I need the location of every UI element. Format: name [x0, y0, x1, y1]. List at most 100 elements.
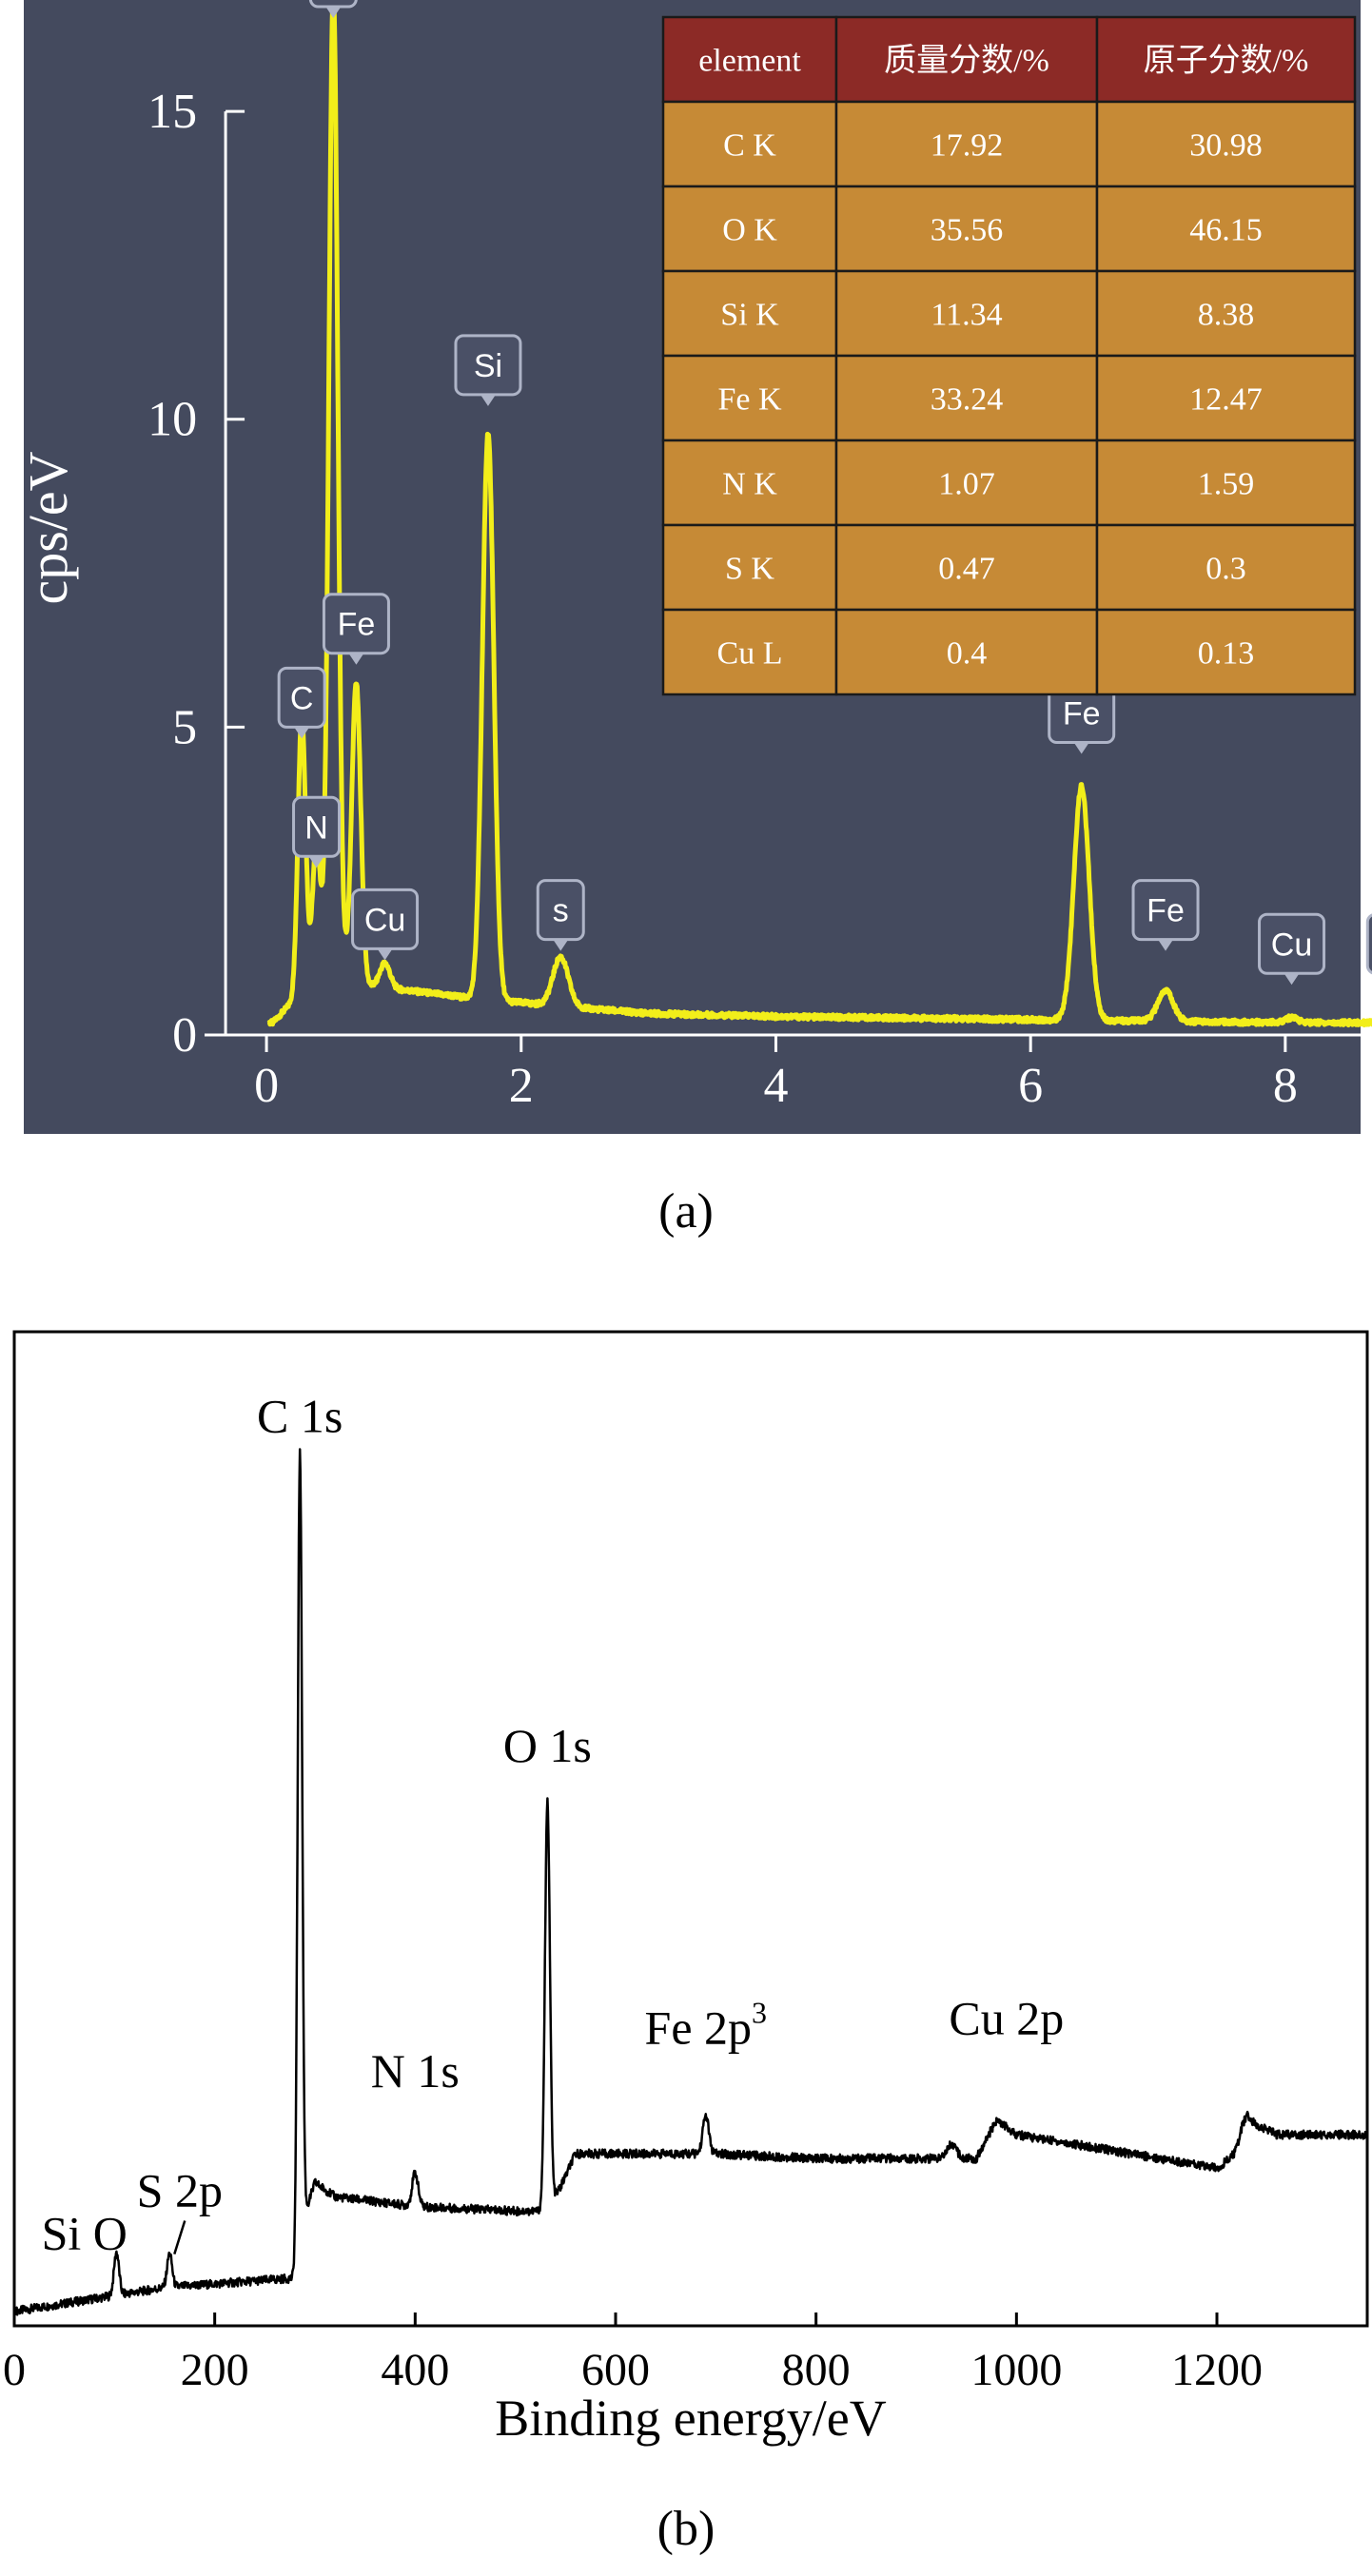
xps-peak-label: Si O	[42, 2207, 127, 2260]
table-cell	[834, 185, 1099, 273]
table-header-text: element	[698, 44, 801, 79]
eds-x-tick-label: 0	[254, 1059, 279, 1113]
eds-peak-pointer	[553, 939, 569, 951]
xps-x-tick-label: 800	[782, 2345, 851, 2395]
xps-plot-frame	[12, 1330, 1369, 2328]
table-cell	[834, 608, 1099, 696]
xps-x-axis-label: Binding energy/eV	[495, 2390, 886, 2447]
xps-x-tick-label: 1200	[1171, 2345, 1263, 2395]
xps-s2p-leader-line	[173, 2220, 186, 2254]
eds-peak-label-box	[308, 0, 358, 9]
xps-peak-label: S 2p	[137, 2163, 223, 2216]
table-cell-text: Cu L	[717, 636, 783, 672]
table-cell	[1095, 608, 1357, 696]
eds-peak-label-text: N	[304, 810, 328, 846]
eds-y-tick-label: 15	[147, 85, 197, 139]
eds-peak-label: Si	[454, 334, 522, 406]
eds-x-tick-label: 6	[1018, 1059, 1043, 1113]
eds-peak-pointer	[1284, 973, 1300, 986]
eds-peak-label: Fe	[1048, 682, 1116, 754]
eds-x-tick-label: 2	[509, 1059, 534, 1113]
table-cell	[661, 354, 838, 442]
table-header-text: 原子分数/%	[1144, 43, 1309, 79]
xps-x-tick-label: 1000	[970, 2345, 1062, 2395]
eds-peak-pointer	[480, 394, 496, 406]
table-cell-text: S K	[725, 552, 774, 587]
xps-peak-label: Cu 2p	[949, 1991, 1064, 2044]
eds-y-tick-label: 0	[172, 1008, 197, 1063]
xps-peak-label: Fe 2p3	[645, 1996, 768, 2055]
table-cell-text: 1.59	[1198, 467, 1255, 502]
table-cell	[1095, 269, 1357, 358]
table-cell-text: Fe K	[717, 382, 782, 418]
eds-peak-label-text: Cu	[364, 902, 405, 938]
eds-peak-label-box	[1365, 913, 1372, 975]
table-header-cell	[661, 15, 838, 104]
caption-a: (a)	[658, 1184, 714, 1239]
xps-x-tick-label: 0	[3, 2345, 26, 2395]
xps-peak-label-sup: 3	[752, 1996, 767, 2030]
eds-peak-label-text: Fe	[1063, 696, 1101, 732]
table-cell-text: 1.07	[938, 467, 995, 502]
xps-x-tick-label: 600	[581, 2345, 650, 2395]
eds-y-tick-label: 5	[172, 700, 197, 754]
table-cell-text: 0.47	[938, 552, 995, 587]
eds-peak-pointer	[377, 948, 393, 961]
eds-x-tick-label: 4	[763, 1059, 788, 1113]
eds-peak-label: Cu	[1258, 912, 1326, 986]
table-cell-text: C K	[723, 128, 776, 164]
eds-peak-pointer	[294, 727, 310, 739]
table-cell-text: 0.4	[947, 636, 988, 672]
table-cell	[661, 269, 838, 358]
table-cell-text: O K	[722, 213, 777, 248]
eds-peak-label: Cu	[351, 888, 420, 961]
table-cell-text: 33.24	[931, 382, 1004, 418]
table-header-text: 质量分数/%	[884, 43, 1049, 79]
table-cell-text: 17.92	[931, 128, 1004, 164]
table-cell-text: 30.98	[1189, 128, 1263, 164]
table-cell	[1095, 354, 1357, 442]
table-cell-text: 11.34	[931, 298, 1002, 333]
eds-peak-label: Fe	[1131, 879, 1200, 951]
table-cell	[661, 100, 838, 188]
eds-peak-pointer	[1073, 742, 1089, 754]
table-cell	[661, 608, 838, 696]
eds-peak-pointer	[325, 7, 342, 19]
xps-peak-label: N 1s	[371, 2044, 460, 2098]
table-cell-text: 0.3	[1205, 552, 1246, 587]
table-cell	[1095, 100, 1357, 188]
table-cell-text: 12.47	[1189, 382, 1263, 418]
table-cell	[1095, 185, 1357, 273]
element-table: element 质量分数/% 原子分数/% C K 17.92 30.98 O K 35.56…	[661, 15, 1357, 696]
xps-peak-label: C 1s	[257, 1389, 343, 1442]
panel-b: 0 200 400 600 800 1000 1200 C 1s O 1s N 1s Fe 2p3…	[3, 1330, 1369, 2556]
table-cell-text: Si K	[720, 298, 779, 333]
eds-peak-label: Cu	[1365, 913, 1372, 975]
table-cell-text: N K	[722, 467, 777, 502]
eds-peak-label-text: Fe	[1147, 893, 1185, 929]
eds-peak-label-text: Cu	[1271, 927, 1312, 963]
eds-peak-pointer	[1158, 939, 1174, 951]
eds-y-axis-label: cps/eV	[17, 451, 79, 604]
table-cell	[834, 100, 1099, 188]
eds-peak-label-text: Fe	[338, 607, 376, 643]
table-cell	[834, 269, 1099, 358]
table-cell	[661, 185, 838, 273]
eds-peak-label: C	[277, 666, 326, 739]
xps-axes: 0 200 400 600 800 1000 1200	[3, 2313, 1263, 2395]
table-cell-text: 46.15	[1189, 213, 1263, 248]
xps-x-tick-label: 400	[381, 2345, 449, 2395]
eds-peak-label: O	[308, 0, 358, 19]
eds-peak-pointer	[308, 856, 324, 868]
eds-peak-label-text: Si	[474, 348, 502, 384]
eds-peak-labels: O Si Fe C N Cu s Fe Fe Cu Cu	[277, 0, 1372, 986]
eds-peak-label: N	[292, 795, 342, 868]
caption-b: (b)	[657, 2502, 715, 2556]
eds-spectrum-line	[266, 0, 1372, 1028]
eds-peak-label: s	[536, 879, 585, 951]
xps-x-tick-label: 200	[181, 2345, 249, 2395]
eds-peak-pointer	[348, 653, 364, 665]
table-cell-text: 0.13	[1198, 636, 1255, 672]
